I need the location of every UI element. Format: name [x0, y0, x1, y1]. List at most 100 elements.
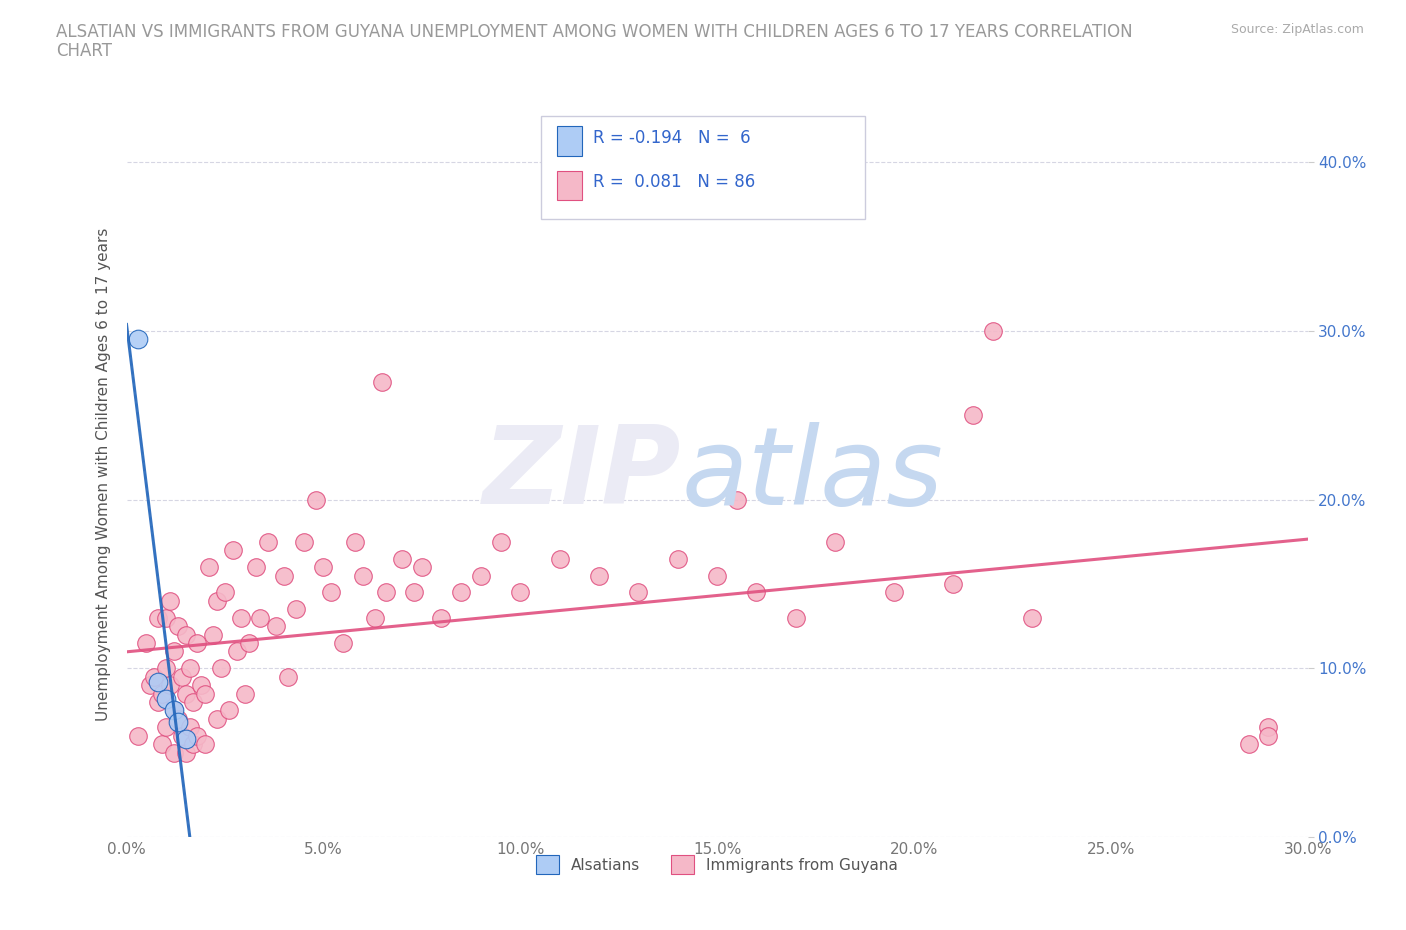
Point: [391, 551, 413, 566]
Point: [205, 593, 228, 608]
Point: [883, 585, 905, 600]
Point: [218, 703, 240, 718]
Y-axis label: Unemployment Among Women with Children Ages 6 to 17 years: Unemployment Among Women with Children A…: [96, 228, 111, 721]
Point: [127, 332, 149, 347]
Point: [155, 720, 177, 735]
Point: [205, 711, 228, 726]
Point: [194, 737, 217, 751]
Point: [284, 602, 307, 617]
Point: [186, 635, 208, 650]
Point: [264, 618, 287, 633]
Point: [229, 610, 252, 625]
Point: [127, 728, 149, 743]
Point: [233, 686, 256, 701]
Point: [470, 568, 492, 583]
Point: [222, 543, 245, 558]
Point: [174, 686, 197, 701]
Point: [194, 686, 217, 701]
Point: [332, 635, 354, 650]
Point: [725, 492, 748, 507]
Point: [371, 374, 394, 389]
Point: [186, 728, 208, 743]
Point: [135, 635, 157, 650]
Point: [666, 551, 689, 566]
Point: [163, 745, 186, 760]
Point: [146, 695, 169, 710]
Point: [166, 618, 188, 633]
Point: [150, 737, 173, 751]
Point: [139, 678, 162, 693]
Point: [1021, 610, 1043, 625]
Text: R =  0.081   N = 86: R = 0.081 N = 86: [593, 174, 755, 192]
Legend: Alsatians, Immigrants from Guyana: Alsatians, Immigrants from Guyana: [530, 849, 904, 880]
Point: [183, 695, 205, 710]
Text: R = -0.194   N =  6: R = -0.194 N = 6: [593, 129, 751, 147]
Point: [174, 627, 197, 642]
Point: [981, 324, 1004, 339]
Point: [225, 644, 247, 658]
Text: atlas: atlas: [682, 422, 943, 526]
Point: [146, 674, 169, 689]
Point: [962, 408, 984, 423]
Point: [198, 560, 221, 575]
Point: [163, 703, 186, 718]
Point: [209, 661, 232, 676]
Text: Source: ZipAtlas.com: Source: ZipAtlas.com: [1230, 23, 1364, 36]
Point: [402, 585, 425, 600]
Point: [183, 737, 205, 751]
Point: [155, 610, 177, 625]
Point: [245, 560, 267, 575]
Point: [238, 635, 260, 650]
Point: [706, 568, 728, 583]
Point: [166, 715, 188, 730]
Point: [745, 585, 768, 600]
Point: [588, 568, 610, 583]
Point: [343, 535, 366, 550]
Point: [1237, 737, 1260, 751]
Point: [146, 610, 169, 625]
Point: [179, 720, 201, 735]
Point: [202, 627, 225, 642]
Point: [257, 535, 280, 550]
Point: [1257, 720, 1279, 735]
Point: [548, 551, 571, 566]
Point: [163, 644, 186, 658]
Point: [627, 585, 650, 600]
Point: [155, 691, 177, 706]
Point: [143, 670, 166, 684]
Point: [304, 492, 326, 507]
Point: [174, 745, 197, 760]
Point: [159, 593, 181, 608]
Point: [1257, 728, 1279, 743]
Point: [450, 585, 472, 600]
Point: [277, 670, 299, 684]
Point: [942, 577, 965, 591]
Point: [430, 610, 453, 625]
Point: [166, 711, 188, 726]
Point: [321, 585, 343, 600]
Point: [179, 661, 201, 676]
Point: [159, 678, 181, 693]
Point: [163, 703, 186, 718]
Point: [170, 670, 193, 684]
Point: [174, 732, 197, 747]
Text: ZIP: ZIP: [484, 421, 682, 527]
Point: [214, 585, 236, 600]
Point: [312, 560, 335, 575]
Point: [155, 661, 177, 676]
Point: [170, 728, 193, 743]
Point: [352, 568, 374, 583]
Point: [785, 610, 807, 625]
Point: [824, 535, 846, 550]
Point: [509, 585, 531, 600]
Point: [249, 610, 271, 625]
Text: CHART: CHART: [56, 42, 112, 60]
Point: [150, 686, 173, 701]
Point: [273, 568, 295, 583]
Point: [363, 610, 385, 625]
Point: [411, 560, 433, 575]
Point: [375, 585, 398, 600]
Point: [489, 535, 512, 550]
Text: ALSATIAN VS IMMIGRANTS FROM GUYANA UNEMPLOYMENT AMONG WOMEN WITH CHILDREN AGES 6: ALSATIAN VS IMMIGRANTS FROM GUYANA UNEMP…: [56, 23, 1133, 41]
Point: [190, 678, 212, 693]
